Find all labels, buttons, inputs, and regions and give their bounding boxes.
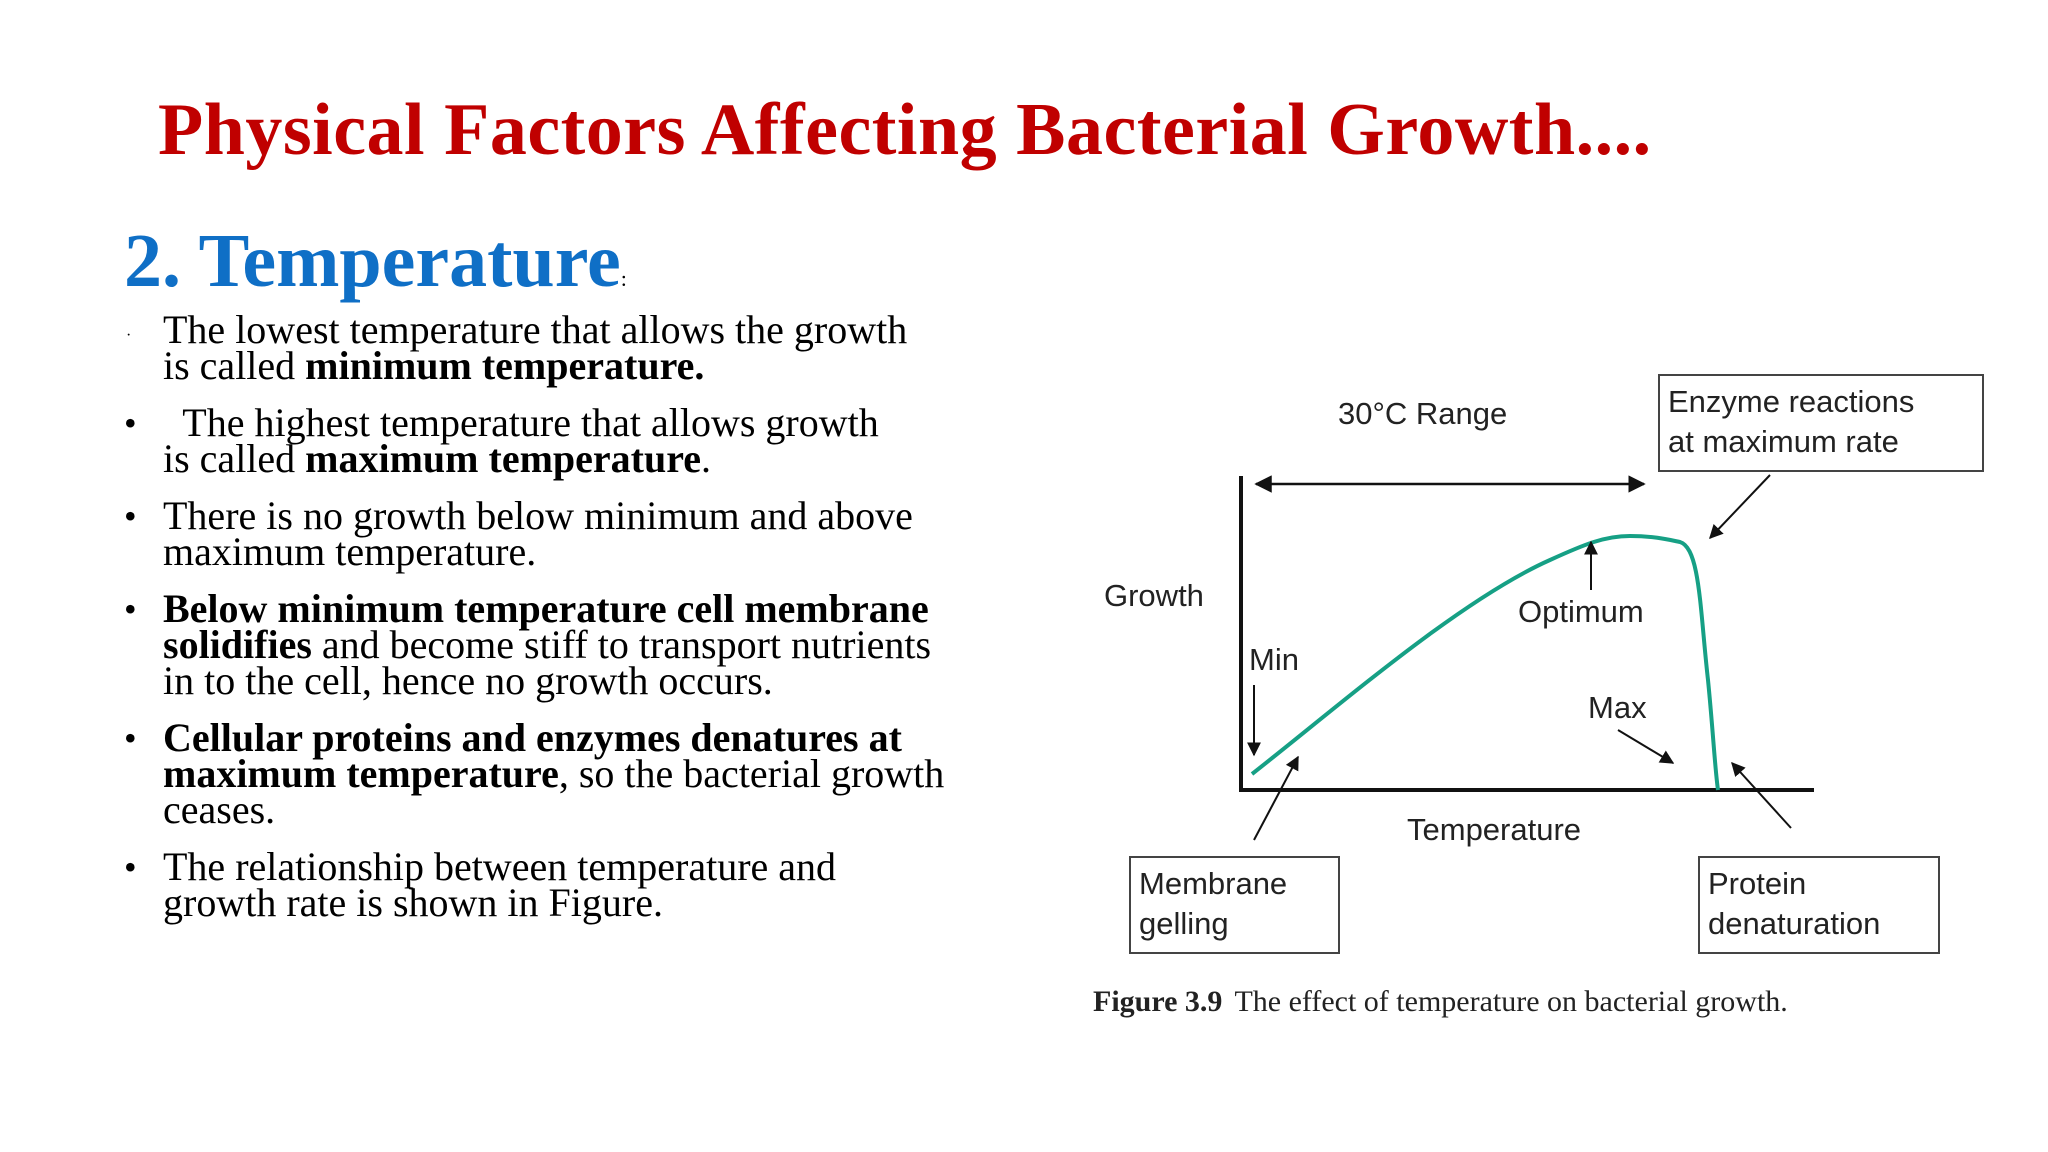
bullet-bold-text: Cellular proteins and enzymes denatures … — [163, 715, 902, 796]
section-heading-text: 2. Temperature — [124, 219, 621, 303]
optimum-label: Optimum — [1518, 594, 1644, 629]
membrane-gelling-box: Membrane gelling — [1129, 856, 1340, 954]
protein-denaturation-box: Protein denaturation — [1698, 856, 1940, 954]
bullet-bold-text: maximum temperature — [305, 436, 701, 481]
bullet-relationship: • The relationship between temperature a… — [120, 847, 953, 923]
max-arrow — [1617, 729, 1675, 764]
bullet-bold-text: minimum temperature. — [305, 343, 705, 388]
growth-curve — [1250, 533, 1720, 791]
bullet-marker: • — [124, 496, 137, 536]
box-text: denaturation — [1708, 906, 1881, 941]
bullet-membrane-solidifies: • Below minimum temperature cell membran… — [120, 589, 943, 701]
enzyme-reactions-box: Enzyme reactions at maximum rate — [1658, 374, 1984, 472]
bullet-marker: • — [124, 403, 137, 443]
y-axis-label: Growth — [1104, 578, 1204, 613]
caption-text: The effect of temperature on bacterial g… — [1234, 985, 1788, 1018]
bullet-marker: · — [126, 327, 132, 344]
bullet-maximum-temperature: • The highest temperature that allows gr… — [120, 403, 980, 479]
x-axis-label: Temperature — [1407, 812, 1582, 847]
bullet-text: is called — [163, 343, 306, 388]
slide-title: Physical Factors Affecting Bacterial Gro… — [158, 89, 1652, 171]
bullet-marker: • — [124, 718, 137, 758]
bullet-text: The highest temperature that allows grow… — [163, 400, 879, 445]
min-label: Min — [1249, 642, 1299, 677]
bullet-protein-denature: • Cellular proteins and enzymes denature… — [120, 718, 1043, 830]
section-heading-colon: : — [620, 266, 627, 291]
figure-caption: Figure 3.9 The effect of temperature on b… — [1093, 985, 1788, 1019]
growth-curve-chart — [1239, 474, 1814, 841]
box-text: gelling — [1139, 906, 1229, 941]
box-text: Protein — [1708, 866, 1807, 901]
bullet-text: The relationship between temperature and… — [163, 844, 837, 925]
box-text: at maximum rate — [1668, 424, 1899, 459]
bullet-bold-text: Below minimum temperature cell membrane … — [163, 586, 929, 667]
bullet-text: is called — [163, 436, 306, 481]
bullet-text: The lowest temperature that allows the g… — [163, 307, 908, 352]
protein-arrow — [1731, 761, 1792, 829]
temperature-growth-figure: 30°C Range Growth Min Optimum Max Temper… — [1080, 360, 2040, 1040]
bullet-marker: • — [124, 589, 137, 629]
bullet-text: There is no growth below minimum and abo… — [163, 493, 913, 574]
max-label: Max — [1588, 690, 1647, 725]
bullet-marker: • — [124, 847, 137, 887]
bullet-list: · The lowest temperature that allows the… — [120, 310, 980, 942]
membrane-arrow — [1253, 755, 1299, 841]
range-label: 30°C Range — [1338, 396, 1508, 431]
caption-label: Figure 3.9 — [1093, 985, 1223, 1018]
bullet-text: . — [701, 436, 711, 481]
enzyme-arrow — [1709, 474, 1771, 540]
bullet-text: and become stiff to transport nutrients … — [163, 622, 932, 703]
bullet-text: , so the bacterial growth ceases. — [163, 751, 945, 832]
box-text: Enzyme reactions — [1668, 384, 1915, 419]
section-heading: 2. Temperature: — [124, 218, 627, 305]
bullet-no-growth: • There is no growth below minimum and a… — [120, 496, 923, 572]
bullet-minimum-temperature: · The lowest temperature that allows the… — [120, 310, 980, 386]
box-text: Membrane — [1139, 866, 1288, 901]
